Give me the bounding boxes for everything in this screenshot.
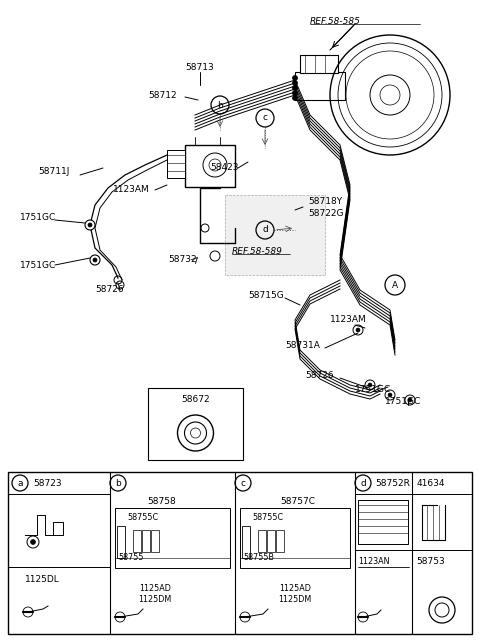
Text: 58752R: 58752R [375,478,410,487]
Bar [300,55,338,73]
Text: 58755C: 58755C [127,514,158,523]
Text: b: b [217,100,223,109]
Text: 58731A: 58731A [285,341,320,350]
Text: 58722G: 58722G [308,208,344,217]
Text: 58726: 58726 [95,285,124,294]
Bar [240,508,350,568]
Text: 1751GC: 1751GC [355,386,391,395]
Bar [295,72,345,100]
Circle shape [292,91,298,96]
Circle shape [368,383,372,387]
Text: A: A [392,280,398,289]
Text: 58711J: 58711J [38,167,70,176]
Text: c: c [263,114,267,123]
Text: 58758: 58758 [148,498,176,507]
Bar [8,472,472,634]
Bar [133,530,141,552]
Text: 58755B: 58755B [243,554,274,563]
Text: c: c [240,478,245,487]
Text: 58723: 58723 [33,478,61,487]
Text: 1123AN: 1123AN [358,557,389,566]
Bar [225,195,325,275]
Circle shape [93,258,97,262]
Bar [258,530,266,552]
Bar [115,508,230,568]
Text: 1125AD
1125DM: 1125AD 1125DM [138,584,172,604]
Bar [151,530,159,552]
Circle shape [408,398,412,402]
Circle shape [292,86,298,91]
Bar [148,388,243,460]
Text: 58753: 58753 [416,557,445,566]
Bar [267,530,275,552]
Text: 41634: 41634 [417,478,445,487]
Bar [358,500,408,544]
Text: 1123AM: 1123AM [330,316,367,325]
Text: d: d [360,478,366,487]
Circle shape [292,96,298,100]
Circle shape [88,223,92,227]
Text: 58713: 58713 [185,64,214,73]
Text: 1123AM: 1123AM [113,185,150,194]
Bar [276,530,284,552]
Circle shape [90,255,100,265]
Text: 58672: 58672 [181,395,210,404]
Text: 1751GC: 1751GC [385,397,421,406]
Text: b: b [115,478,121,487]
Bar [242,526,250,558]
Text: 58755: 58755 [118,554,144,563]
Text: 1751GC: 1751GC [20,260,56,269]
Text: REF.58-585: REF.58-585 [310,17,361,26]
Text: 58715G: 58715G [248,291,284,300]
Text: 58423: 58423 [210,163,239,172]
Circle shape [292,75,298,80]
Text: 58726: 58726 [305,370,334,379]
Bar [185,145,235,187]
Text: REF.58-589: REF.58-589 [232,248,283,257]
Bar [142,530,150,552]
Text: 58718Y: 58718Y [308,197,342,206]
Text: 58712: 58712 [148,91,177,100]
Circle shape [356,328,360,332]
Text: a: a [17,478,23,487]
Text: 1125AD
1125DM: 1125AD 1125DM [278,584,312,604]
Bar [117,526,125,558]
Text: 1125DL: 1125DL [25,574,60,583]
Text: 58732: 58732 [168,255,197,264]
Text: 1751GC: 1751GC [20,213,56,222]
Circle shape [85,220,95,230]
Circle shape [388,393,392,397]
Circle shape [292,80,298,86]
Bar [167,150,185,178]
Text: d: d [262,226,268,235]
Text: 58757C: 58757C [280,498,315,507]
Circle shape [31,539,36,545]
Text: 58755C: 58755C [252,514,284,523]
